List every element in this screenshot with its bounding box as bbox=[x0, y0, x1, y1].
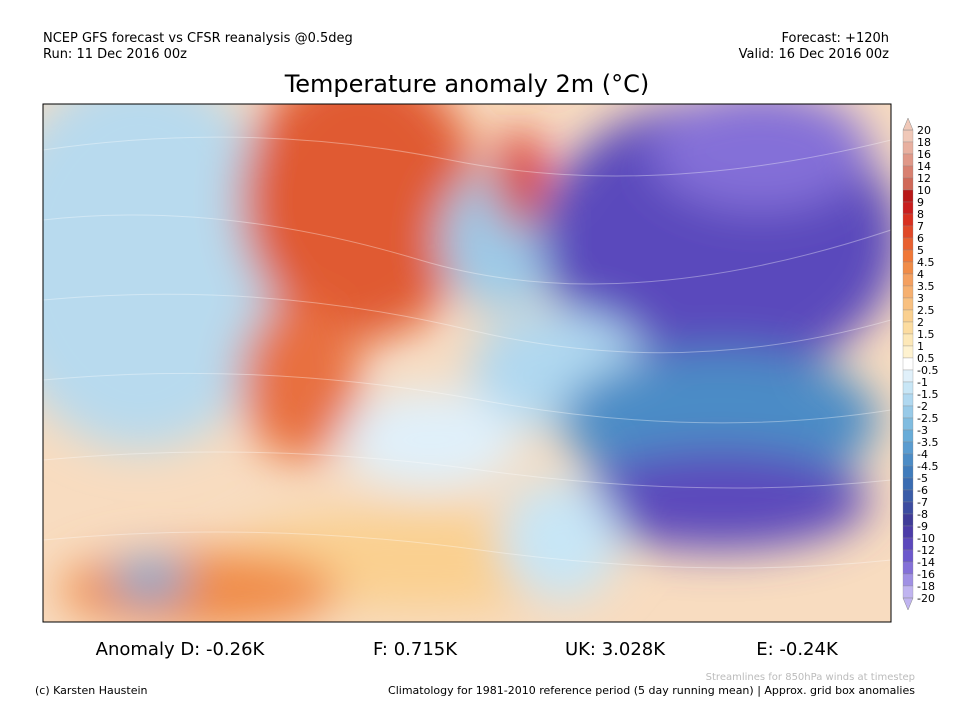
title: Temperature anomaly 2m (°C) bbox=[284, 70, 650, 98]
colorbar-segment bbox=[902, 153, 914, 167]
colorbar-segment bbox=[902, 189, 914, 203]
colorbar-label: -3.5 bbox=[917, 436, 938, 449]
colorbar-label: -4.5 bbox=[917, 460, 938, 473]
colorbar-segment bbox=[902, 345, 914, 359]
colorbar-label: -10 bbox=[917, 532, 935, 545]
colorbar-label: 8 bbox=[917, 208, 924, 221]
colorbar-label: -2.5 bbox=[917, 412, 938, 425]
colorbar-label: -14 bbox=[917, 556, 935, 569]
colorbar-label: 2 bbox=[917, 316, 924, 329]
colorbar-label: 16 bbox=[917, 148, 931, 161]
colorbar-segment bbox=[902, 165, 914, 179]
colorbar-arrow-bottom bbox=[902, 597, 914, 611]
colorbar-segment bbox=[902, 285, 914, 299]
colorbar-label: -1.5 bbox=[917, 388, 938, 401]
colorbar-segment bbox=[902, 453, 914, 467]
colorbar-segment bbox=[902, 525, 914, 539]
colorbar-label: -6 bbox=[917, 484, 928, 497]
colorbar-label: 12 bbox=[917, 172, 931, 185]
colorbar-segment bbox=[902, 309, 914, 323]
colorbar-label: 5 bbox=[917, 244, 924, 257]
header-forecast: Forecast: +120h bbox=[782, 31, 889, 46]
colorbar-segment bbox=[902, 177, 914, 191]
colorbar-segment bbox=[902, 369, 914, 383]
colorbar-segment bbox=[902, 465, 914, 479]
colorbar-label: 3.5 bbox=[917, 280, 935, 293]
colorbar-label: 6 bbox=[917, 232, 924, 245]
colorbar-segment bbox=[902, 333, 914, 347]
colorbar-segment bbox=[902, 225, 914, 239]
stat: F: 0.715K bbox=[373, 639, 458, 660]
colorbar-label: -3 bbox=[917, 424, 928, 437]
colorbar-segment bbox=[902, 249, 914, 263]
colorbar-label: -20 bbox=[917, 592, 935, 605]
colorbar-segment bbox=[902, 357, 914, 371]
colorbar-label: -8 bbox=[917, 508, 928, 521]
colorbar-segment bbox=[902, 585, 914, 599]
map bbox=[43, 104, 891, 622]
colorbar-label: -4 bbox=[917, 448, 928, 461]
header-run: Run: 11 Dec 2016 00z bbox=[43, 47, 187, 62]
colorbar-segment bbox=[902, 501, 914, 515]
colorbar-segment bbox=[902, 573, 914, 587]
colorbar-segment bbox=[902, 201, 914, 215]
colorbar-label: 18 bbox=[917, 136, 931, 149]
colorbar-segment bbox=[902, 141, 914, 155]
stat: E: -0.24K bbox=[756, 639, 839, 660]
streamlines-note: Streamlines for 850hPa winds at timestep bbox=[706, 672, 915, 683]
colorbar-label: 9 bbox=[917, 196, 924, 209]
colorbar-segment bbox=[902, 513, 914, 527]
colorbar-label: 1.5 bbox=[917, 328, 935, 341]
colorbar-segment bbox=[902, 261, 914, 275]
colorbar-segment bbox=[902, 321, 914, 335]
colorbar-segment bbox=[902, 417, 914, 431]
header-valid: Valid: 16 Dec 2016 00z bbox=[739, 47, 890, 62]
colorbar-segment bbox=[902, 129, 914, 143]
stat: Anomaly D: -0.26K bbox=[96, 639, 266, 660]
colorbar-arrow-top bbox=[902, 117, 914, 131]
colorbar-label: -18 bbox=[917, 580, 935, 593]
colorbar-segment bbox=[902, 477, 914, 491]
colorbar-segment bbox=[902, 273, 914, 287]
credit: (c) Karsten Haustein bbox=[35, 684, 148, 697]
colorbar-segment bbox=[902, 489, 914, 503]
stat: UK: 3.028K bbox=[565, 639, 666, 660]
colorbar-label: 14 bbox=[917, 160, 931, 173]
colorbar-segment bbox=[902, 297, 914, 311]
colorbar-label: 10 bbox=[917, 184, 931, 197]
colorbar-label: -9 bbox=[917, 520, 928, 533]
colorbar-segment bbox=[902, 381, 914, 395]
colorbar-label: -16 bbox=[917, 568, 935, 581]
colorbar-label: -0.5 bbox=[917, 364, 938, 377]
colorbar-label: -7 bbox=[917, 496, 928, 509]
colorbar-label: 3 bbox=[917, 292, 924, 305]
colorbar-label: -5 bbox=[917, 472, 928, 485]
colorbar-segment bbox=[902, 441, 914, 455]
map-frame bbox=[42, 103, 892, 623]
colorbar-segment bbox=[902, 213, 914, 227]
colorbar-segment bbox=[902, 537, 914, 551]
header-source: NCEP GFS forecast vs CFSR reanalysis @0.… bbox=[43, 31, 353, 46]
colorbar-label: 0.5 bbox=[917, 352, 935, 365]
colorbar-segment bbox=[902, 561, 914, 575]
climatology-note: Climatology for 1981-2010 reference peri… bbox=[388, 684, 915, 697]
colorbar-label: -1 bbox=[917, 376, 928, 389]
colorbar-segment bbox=[902, 549, 914, 563]
colorbar-segment bbox=[902, 237, 914, 251]
colorbar-label: 2.5 bbox=[917, 304, 935, 317]
colorbar-label: 20 bbox=[917, 124, 931, 137]
colorbar-label: 4 bbox=[917, 268, 924, 281]
colorbar-segment bbox=[902, 393, 914, 407]
colorbar: 201816141210987654.543.532.521.510.5-0.5… bbox=[902, 117, 938, 611]
colorbar-segment bbox=[902, 429, 914, 443]
colorbar-label: -2 bbox=[917, 400, 928, 413]
colorbar-label: 1 bbox=[917, 340, 924, 353]
colorbar-label: 4.5 bbox=[917, 256, 935, 269]
colorbar-label: 7 bbox=[917, 220, 924, 233]
colorbar-segment bbox=[902, 405, 914, 419]
colorbar-label: -12 bbox=[917, 544, 935, 557]
